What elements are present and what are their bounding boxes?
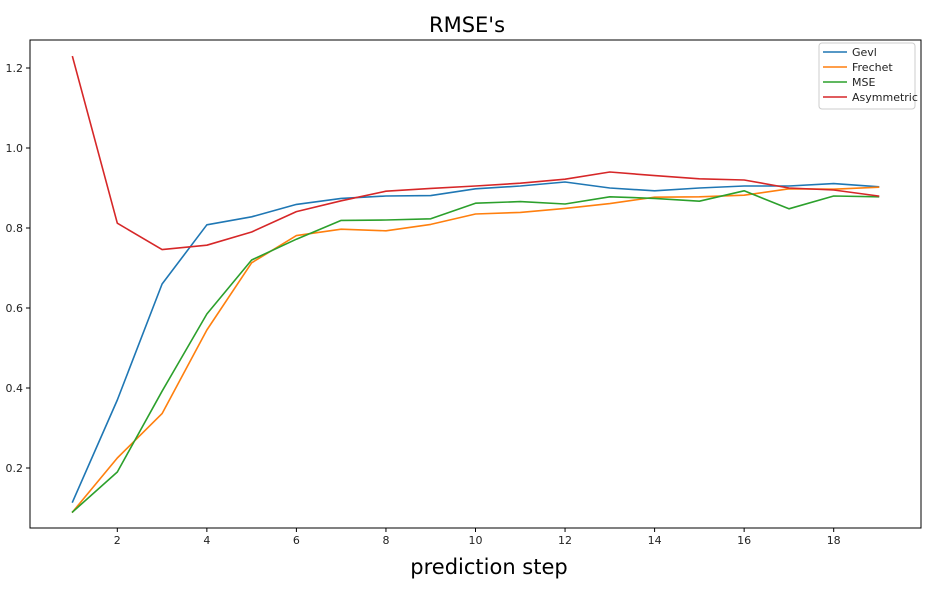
legend-entry: Asymmetric — [852, 91, 918, 104]
x-tick-label: 4 — [203, 534, 210, 547]
plot-frame — [29, 39, 922, 529]
y-tick-label: 0.4 — [6, 382, 24, 395]
x-tick-label: 10 — [469, 534, 483, 547]
series-group — [71, 55, 880, 514]
series-line-frechet — [71, 186, 880, 514]
legend: Gevl Frechet MSE Asymmetric — [818, 42, 918, 110]
x-tick-label: 14 — [648, 534, 662, 547]
series-line-mse — [71, 190, 880, 514]
legend-entry: Gevl — [852, 46, 877, 59]
x-tick-label: 16 — [737, 534, 751, 547]
legend-entry: Frechet — [852, 61, 893, 74]
legend-box — [818, 42, 916, 110]
x-tick-label: 6 — [293, 534, 300, 547]
y-tick-label: 1.2 — [6, 62, 24, 75]
x-tick-label: 12 — [558, 534, 572, 547]
chart-title: RMSE's — [429, 13, 505, 37]
x-tick-label: 8 — [382, 534, 389, 547]
y-tick-label: 0.2 — [6, 462, 24, 475]
x-axis: 2 4 6 8 10 12 14 16 18 — [114, 528, 841, 547]
series-line-asymmetric — [71, 55, 880, 251]
y-tick-label: 0.8 — [6, 222, 24, 235]
legend-entry: MSE — [852, 76, 875, 89]
series-line-gevl — [71, 181, 880, 504]
y-tick-label: 1.0 — [6, 142, 24, 155]
x-tick-label: 2 — [114, 534, 121, 547]
y-tick-label: 0.6 — [6, 302, 24, 315]
y-axis: 0.2 0.4 0.6 0.8 1.0 1.2 — [6, 62, 30, 475]
x-axis-label: prediction step — [410, 555, 567, 579]
x-tick-label: 18 — [827, 534, 841, 547]
